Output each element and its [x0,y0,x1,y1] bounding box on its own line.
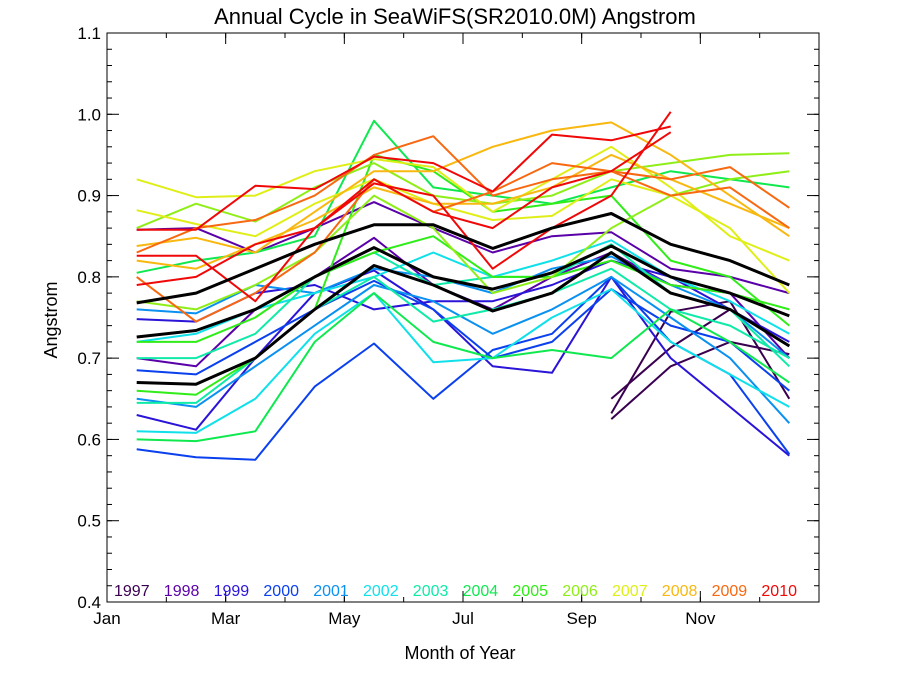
y-tick-label: 0.9 [77,187,101,206]
y-tick-label: 1.1 [77,24,101,43]
series-line-2007-1 [136,178,791,294]
x-tick-label: Mar [211,609,241,628]
x-tick-label: Jul [452,609,474,628]
y-tick-label: 0.6 [77,430,101,449]
y-tick-label: 0.8 [77,268,101,287]
legend-entry-2005: 2005 [512,583,548,600]
x-tick-label: May [328,609,361,628]
series-line-2009-0 [136,135,790,254]
legend-entry-2001: 2001 [313,583,349,600]
legend-entry-2003: 2003 [413,583,449,600]
series-line-2009-1 [136,162,790,323]
series-line-2000-1 [136,279,790,392]
x-tick-label: Jan [93,609,120,628]
series-2005 [136,153,790,396]
series-line-2010-1 [136,131,672,286]
legend-entry-2010: 2010 [761,583,797,600]
series-line-2003-1 [136,243,790,368]
axes-layer: Jan Mar May Jul Sep Nov 0.4 0.5 0.6 0.7 0.8 0.9 1.0 1… [77,24,820,628]
legend-entry-2009: 2009 [712,583,748,600]
chart-title: Annual Cycle in SeaWiFS(SR2010.0M) Angst… [214,4,696,29]
x-axis-label: Month of Year [404,643,515,663]
series-2009 [136,135,790,323]
series-layer [136,111,791,461]
series-line-2004-0 [136,292,790,443]
series-line-2002-0 [136,288,790,434]
y-tick-label: 1.0 [77,105,101,124]
series-line-2008-1 [136,153,790,270]
series-line-2010-0 [136,125,671,231]
series-line-2003-0 [136,267,790,404]
y-tick-label: 0.4 [77,593,101,612]
series-mean-14 [136,212,791,386]
y-tick-label: 0.7 [77,349,101,368]
x-tick-label: Sep [567,609,597,628]
series-line-2010-2 [136,111,672,303]
legend-entry-2004: 2004 [463,583,499,600]
series-2007 [136,145,791,294]
x-tick-label: Nov [685,609,716,628]
legend-entry-2000: 2000 [263,583,299,600]
series-line-mean-1 [136,244,790,339]
legend-entry-2008: 2008 [662,583,698,600]
series-line-2005-1 [136,235,790,343]
series-line-2001-1 [136,275,791,424]
legend: 1997 1998 1999 2000 2001 2002 2003 2004 2005 2006… [114,583,797,600]
legend-entry-1998: 1998 [164,583,200,600]
series-line-mean-0 [136,212,790,305]
series-line-1999-0 [136,269,790,457]
series-line-2005-0 [136,153,790,396]
legend-entry-1997: 1997 [114,583,150,600]
legend-entry-1999: 1999 [214,583,250,600]
legend-entry-2006: 2006 [562,583,598,600]
y-axis-label: Angstrom [41,281,61,358]
series-2003 [136,243,790,404]
series-line-1997-2 [610,300,791,414]
series-line-2007-0 [136,145,790,262]
legend-entry-2007: 2007 [612,583,648,600]
series-line-1997-0 [610,340,790,420]
series-line-mean-2 [136,251,791,386]
legend-entry-2002: 2002 [363,583,399,600]
y-tick-label: 0.5 [77,512,101,531]
series-line-2006-1 [136,170,790,311]
series-2010 [136,111,672,303]
